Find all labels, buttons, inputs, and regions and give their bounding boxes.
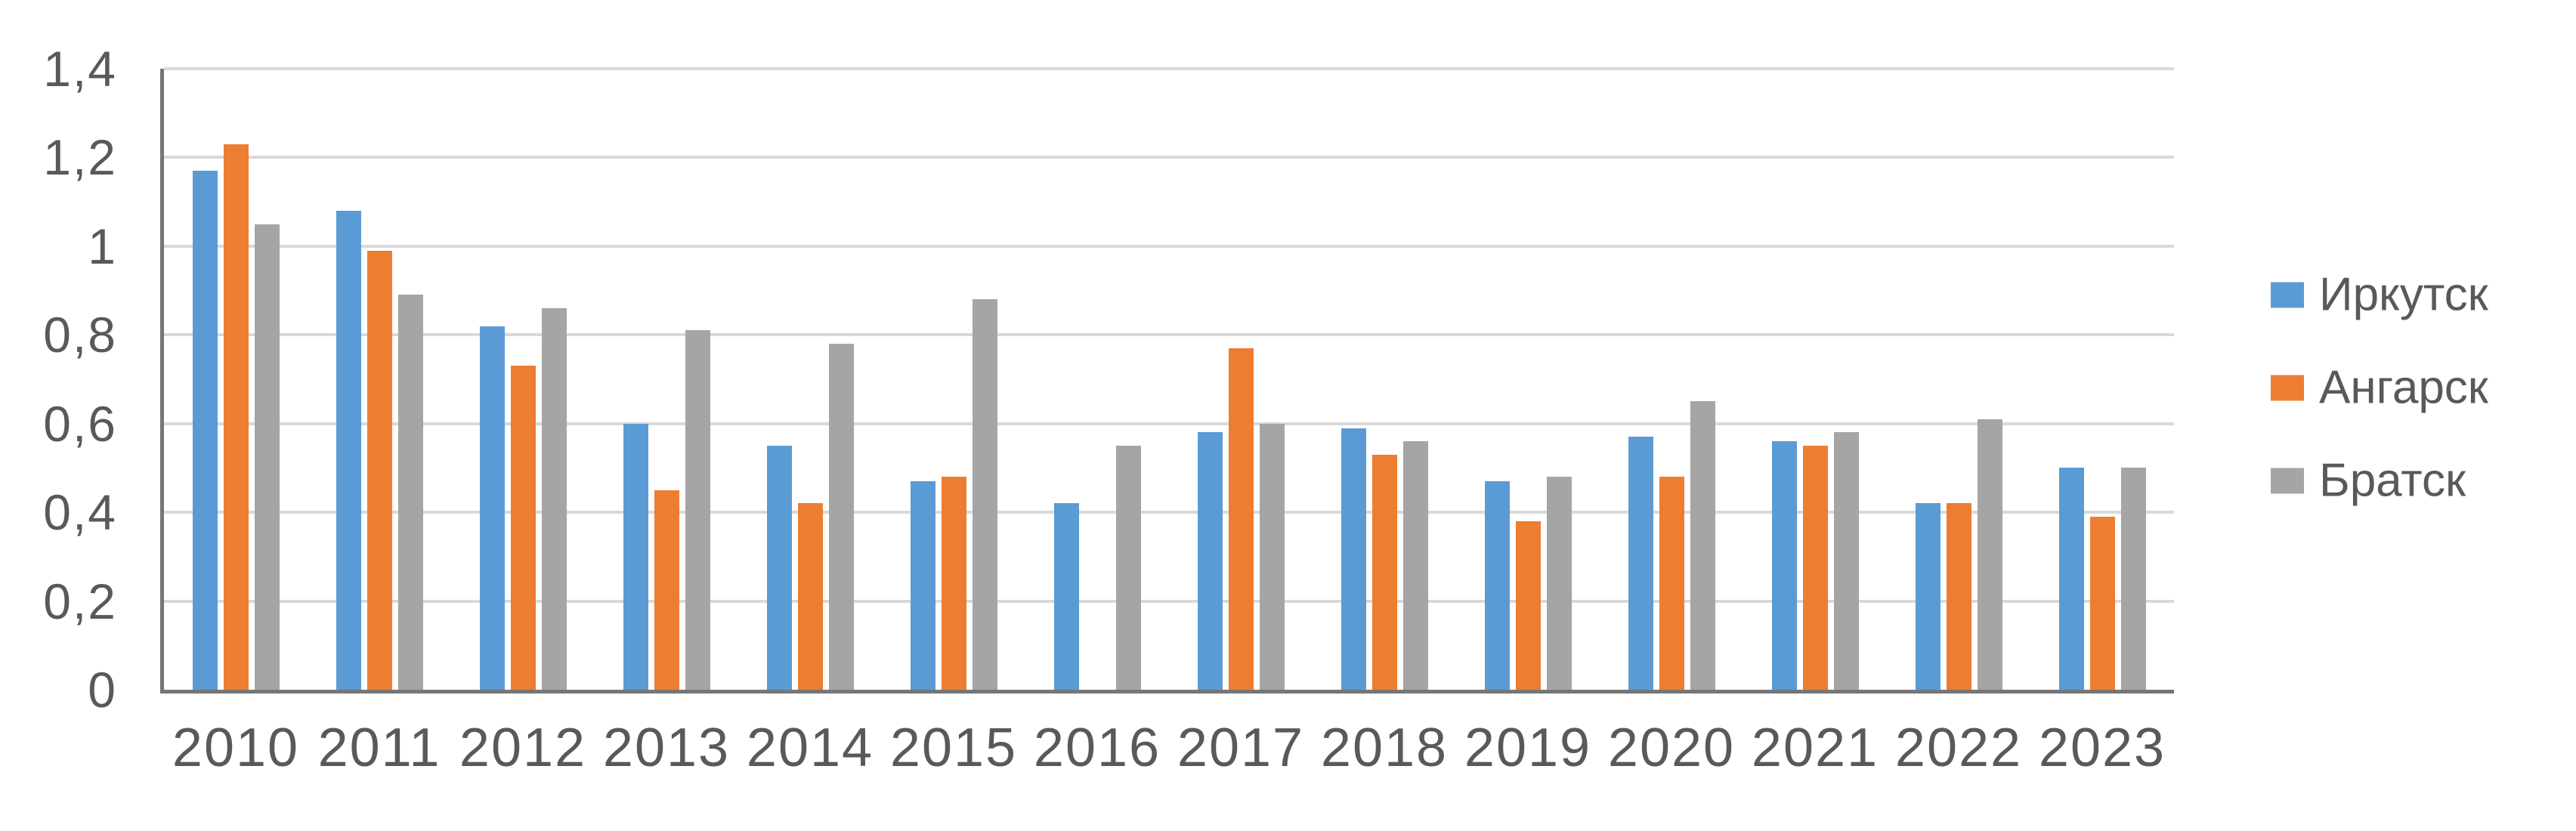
bar-Братск-2014 (828, 344, 854, 690)
legend-label: Ангарск (2319, 361, 2488, 414)
legend-swatch-icon (2271, 282, 2304, 307)
bar-Братск-2017 (1259, 423, 1285, 690)
bar-Братск-2016 (1115, 446, 1141, 690)
legend-label: Иркутск (2319, 268, 2488, 321)
bar-Ангарск-2022 (1946, 503, 1971, 690)
legend-item-Братск: Братск (2271, 454, 2466, 508)
y-tick-label: 0,8 (43, 307, 117, 363)
bar-Братск-2020 (1690, 401, 1715, 690)
bar-Братск-2023 (2120, 468, 2146, 690)
bar-Братск-2018 (1402, 441, 1428, 690)
y-tick-label: 0,2 (43, 573, 117, 629)
bar-Иркутск-2016 (1053, 503, 1079, 690)
bar-Иркутск-2019 (1484, 481, 1510, 690)
legend-item-Ангарск: Ангарск (2271, 361, 2488, 415)
bar-Братск-2013 (685, 330, 710, 690)
legend-swatch-icon (2271, 375, 2304, 400)
y-tick-label: 1,2 (43, 129, 117, 186)
y-tick-label: 1 (88, 218, 117, 274)
x-tick-label-2022: 2022 (1894, 718, 2023, 778)
y-tick-label: 1,4 (43, 41, 117, 97)
bar-Иркутск-2010 (192, 171, 218, 690)
gridline (164, 422, 2174, 425)
bar-Ангарск-2011 (366, 250, 392, 690)
x-axis-line (160, 690, 2174, 694)
bar-Ангарск-2015 (941, 477, 966, 690)
x-tick-label-2015: 2015 (889, 718, 1018, 778)
bar-Иркутск-2018 (1341, 428, 1366, 690)
bar-Ангарск-2021 (1802, 446, 1828, 690)
x-tick-label-2010: 2010 (172, 718, 300, 778)
bar-Иркутск-2015 (910, 481, 935, 690)
legend-label: Братск (2319, 454, 2466, 507)
bar-Иркутск-2022 (1915, 503, 1941, 690)
x-tick-label-2012: 2012 (459, 718, 587, 778)
gridline (164, 244, 2174, 248)
x-tick-label-2018: 2018 (1320, 718, 1449, 778)
bar-Братск-2011 (397, 295, 423, 690)
bar-Братск-2022 (1977, 419, 2002, 690)
y-axis-line (160, 69, 164, 694)
bar-Ангарск-2020 (1659, 477, 1684, 690)
x-tick-label-2011: 2011 (317, 718, 441, 778)
x-tick-label-2021: 2021 (1751, 718, 1879, 778)
y-tick-label: 0 (88, 662, 117, 718)
bar-Иркутск-2014 (766, 446, 792, 690)
bar-Ангарск-2012 (510, 366, 536, 690)
bar-Братск-2012 (541, 308, 567, 690)
bar-Ангарск-2023 (2089, 517, 2115, 690)
bar-Ангарск-2013 (654, 490, 679, 690)
bar-Братск-2021 (1833, 432, 1859, 690)
y-tick-label: 0,6 (43, 395, 117, 452)
gridline (164, 599, 2174, 603)
bar-Иркутск-2011 (336, 210, 361, 690)
bar-Ангарск-2017 (1228, 348, 1254, 690)
bar-Ангарск-2018 (1371, 454, 1397, 690)
bar-Братск-2019 (1546, 477, 1572, 690)
bar-Иркутск-2021 (1771, 441, 1797, 690)
bar-Иркутск-2012 (479, 326, 505, 690)
x-tick-label-2016: 2016 (1033, 718, 1161, 778)
bar-Ангарск-2019 (1515, 521, 1541, 690)
x-tick-label-2019: 2019 (1464, 718, 1592, 778)
x-tick-label-2017: 2017 (1177, 718, 1305, 778)
gridline (164, 511, 2174, 514)
x-tick-label-2023: 2023 (2038, 718, 2166, 778)
bar-Братск-2010 (254, 224, 280, 690)
bar-Иркутск-2020 (1628, 437, 1653, 690)
bar-Иркутск-2017 (1197, 432, 1223, 690)
bar-Братск-2015 (972, 299, 997, 690)
y-tick-label: 0,4 (43, 484, 117, 541)
legend-item-Иркутск: Иркутск (2271, 268, 2488, 322)
bar-Иркутск-2013 (623, 423, 648, 690)
x-tick-label-2013: 2013 (602, 718, 731, 778)
gridline (164, 156, 2174, 159)
x-tick-label-2020: 2020 (1607, 718, 1736, 778)
x-tick-label-2014: 2014 (746, 718, 874, 778)
gridline (164, 67, 2174, 70)
bar-Ангарск-2010 (223, 144, 249, 690)
gridline (164, 333, 2174, 337)
bar-Ангарск-2014 (797, 503, 823, 690)
bar-Иркутск-2023 (2058, 468, 2084, 690)
legend-swatch-icon (2271, 468, 2304, 493)
